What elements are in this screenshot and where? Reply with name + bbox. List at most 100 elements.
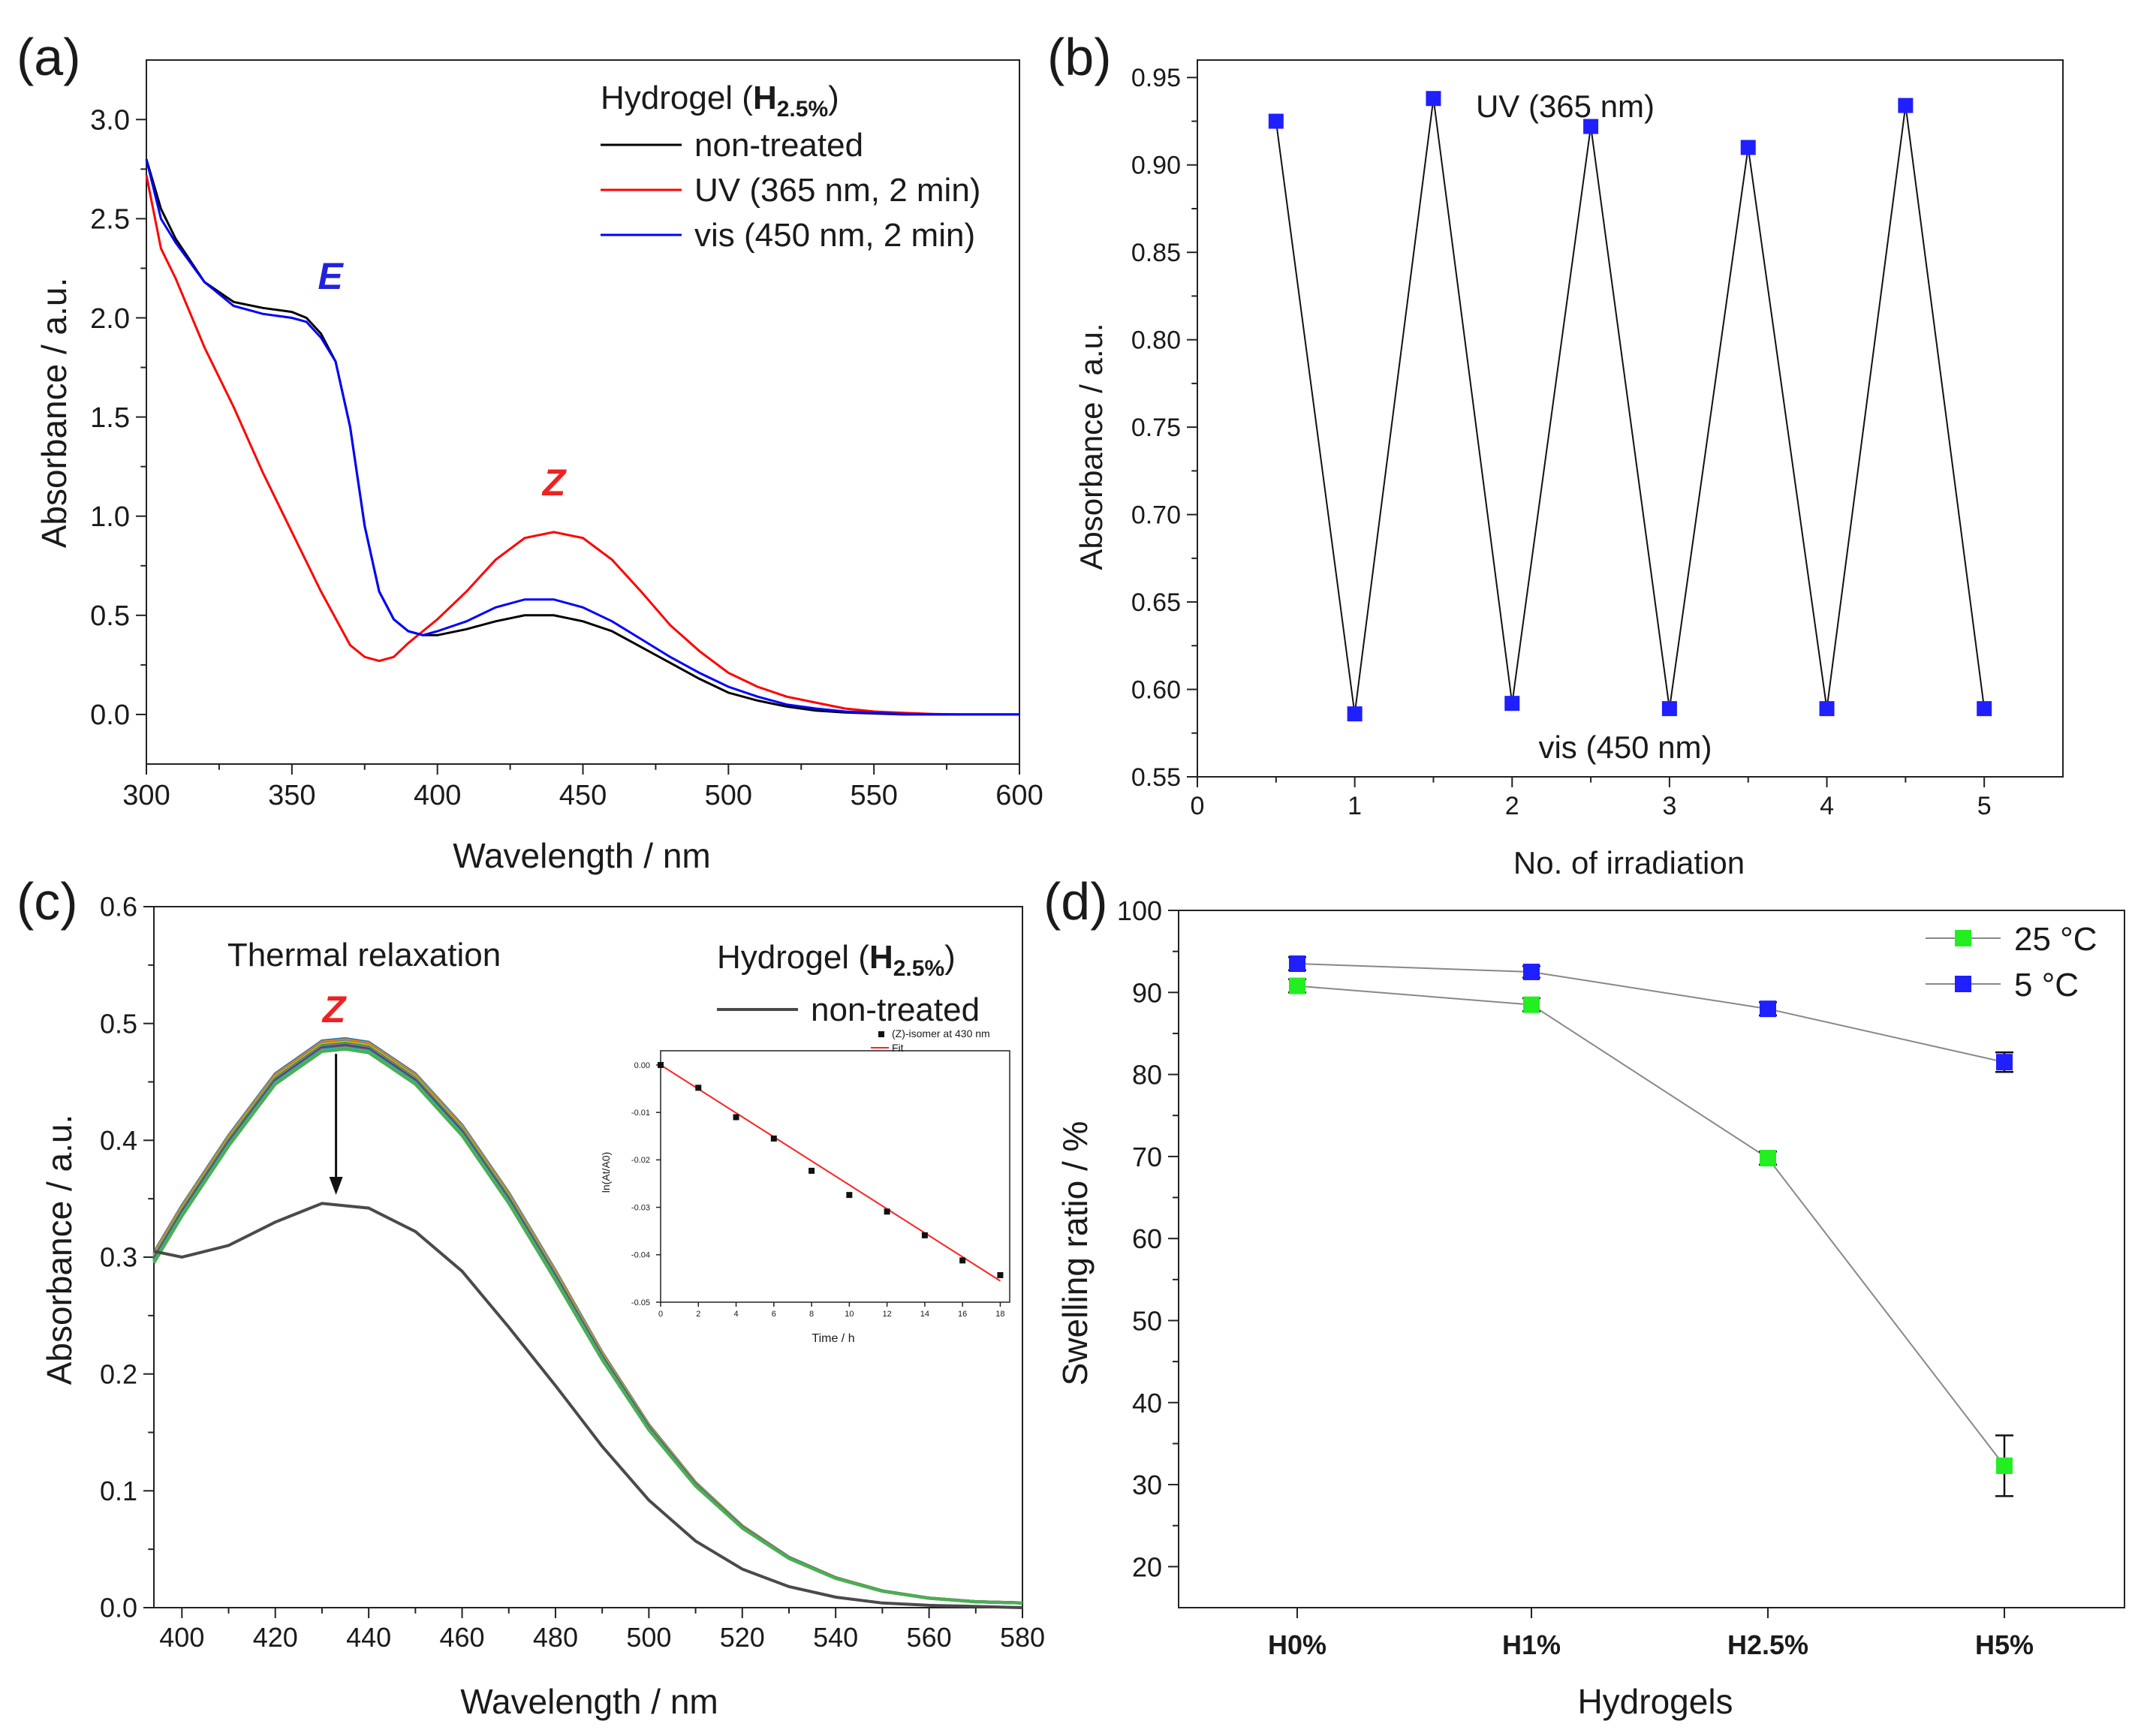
series-line-a-1 [145,175,1019,716]
d-y-tick-label: 30 [1132,1470,1162,1500]
c-x-tick-label: 540 [813,1622,858,1653]
data-point-d [1289,955,1305,973]
inset-legend-marker [878,1031,884,1037]
d-x-tick-label: H5% [1975,1629,2034,1660]
c-y-tick-label: 0.2 [100,1358,137,1389]
legend-label-non-treated: non-treated [694,127,863,164]
y-axis-label-b: Absorbance / a.u. [1074,323,1109,570]
b-x-tick-label: 4 [1820,792,1834,820]
legend-marker-5 [1955,976,1971,992]
b-y-tick-label: 0.95 [1131,64,1181,92]
b-frame [1197,59,2064,778]
data-point-b [1898,98,1914,113]
inset-data-point [770,1135,777,1142]
d-y-tick-label: 50 [1132,1305,1162,1336]
b-y-tick-label: 0.60 [1131,675,1181,704]
inset-data-point [733,1114,739,1121]
b-y-tick-label: 0.90 [1131,152,1181,180]
inset-y-tick-label: -0.04 [631,1251,650,1260]
x-axis-label-c: Wavelength / nm [460,1682,718,1721]
plot-area-d: H0% H1% H2.5% H5% 20 30 40 50 60 70 80 90 100 [1117,895,2125,1660]
a-x-tick-label: 400 [414,780,461,811]
b-y-tick-label: 0.75 [1131,414,1181,442]
inset-data-point [921,1232,928,1238]
c-x-tick-label: 580 [1000,1622,1045,1653]
panel-label-c: (c) [17,872,78,931]
inset-x-tick-label: 4 [733,1310,738,1319]
panel-a: (a) 300 350 400 450 500 550 600 0.0 0.5 1.0 1.5 2.0… [17,28,1043,875]
panel-label-b: (b) [1047,28,1112,86]
data-point-b [1583,119,1599,134]
data-point-d [1289,977,1305,994]
inset-x-tick-label: 10 [845,1310,854,1319]
legend-marker-25 [1955,930,1971,946]
d-y-tick-label: 90 [1132,977,1162,1008]
b-y-tick-label: 0.70 [1131,501,1181,530]
inset-legend: (Z)-isomer at 430 nm Fit [871,1027,990,1054]
inset-data-point [884,1208,890,1215]
series-line-d-0 [1296,985,2005,1467]
series-line-b [1275,98,1986,715]
inset-y-tick-label: -0.01 [631,1109,650,1118]
legend-c: Hydrogel (H2.5%) non-treated [717,939,980,1028]
data-point-d [1523,996,1540,1013]
d-y-tick-label: 40 [1132,1388,1162,1419]
data-point-d [1996,1457,2013,1474]
a-y-tick-label: 2.0 [90,303,130,335]
panel-b: (b) 0 1 2 3 4 5 0.55 0.60 0.65 0.70 0.75 0.80 0.85 0.… [1047,28,2064,880]
inset-x-tick-label: 6 [772,1310,776,1319]
annotation-Z-a: Z [541,462,568,504]
inset-data-point [959,1257,966,1264]
a-y-tick-label: 0.5 [90,600,130,632]
c-y-tick-label: 0.0 [100,1593,137,1623]
c-x-tick-label: 500 [626,1622,671,1653]
d-x-tick-label: H0% [1268,1629,1326,1660]
data-point-b [1661,701,1677,717]
panel-label-a: (a) [17,28,81,86]
inset-data-point [846,1192,853,1199]
y-axis-label-a: Absorbance / a.u. [35,278,74,549]
c-x-tick-label: 440 [346,1622,391,1653]
arrow-head [329,1177,343,1196]
data-point-d [1523,963,1540,980]
plot-title-c: Thermal relaxation [227,937,501,973]
c-y-tick-label: 0.3 [100,1242,137,1273]
inset-data-point [809,1167,815,1174]
inset-legend-label-isomer: (Z)-isomer at 430 nm [892,1027,990,1039]
d-y-tick-label: 80 [1132,1060,1162,1091]
c-x-tick-label: 460 [440,1622,485,1653]
c-y-tick-label: 0.1 [100,1476,137,1506]
b-y-tick-label: 0.80 [1131,326,1181,355]
inset-y-tick-label: -0.02 [631,1156,650,1165]
a-x-tick-label: 350 [268,780,315,811]
d-x-tick-label: H2.5% [1727,1629,1808,1660]
data-point-b [1347,706,1363,722]
panel-d: (d) H0% H1% H2.5% H5% 20 30 40 50 60 70 80 90 100 Hy… [1043,872,2125,1721]
b-x-tick-label: 0 [1191,792,1205,820]
annotation-vis-b: vis (450 nm) [1538,730,1712,765]
data-point-d [1996,1054,2013,1071]
a-y-tick-label: 1.5 [90,402,130,434]
c-x-tick-label: 520 [720,1622,765,1653]
b-y-tick-label: 0.85 [1131,239,1181,267]
data-point-b [1819,701,1835,717]
d-x-tick-label: H1% [1502,1629,1561,1660]
c-y-tick-label: 0.6 [100,892,137,922]
series-line-a-2 [145,158,1019,716]
inset-x-label: Time / h [812,1332,854,1345]
inset-plot: 0 2 4 6 8 10 12 14 16 18 0.00 -0.01 -0.02 -0.03 -0.04 -… [631,1050,1010,1319]
data-point-b [1977,701,1992,717]
data-point-b [1268,113,1284,129]
a-y-tick-label: 0.0 [90,700,130,731]
series-line-d-1 [1296,963,2005,1064]
legend-label-non-treated-c: non-treated [811,991,980,1028]
a-x-tick-label: 550 [850,780,897,811]
inset-x-tick-label: 2 [696,1310,700,1319]
c-x-tick-label: 420 [253,1622,298,1653]
inset-y-tick-label: 0.00 [634,1061,650,1070]
data-point-d [1760,1150,1776,1167]
legend-title-c: Hydrogel (H2.5%) [717,939,956,981]
inset-y-label: ln(At/A0) [600,1152,612,1193]
c-x-tick-label: 400 [159,1622,204,1653]
legend-label-5: 5 °C [2014,967,2079,1003]
